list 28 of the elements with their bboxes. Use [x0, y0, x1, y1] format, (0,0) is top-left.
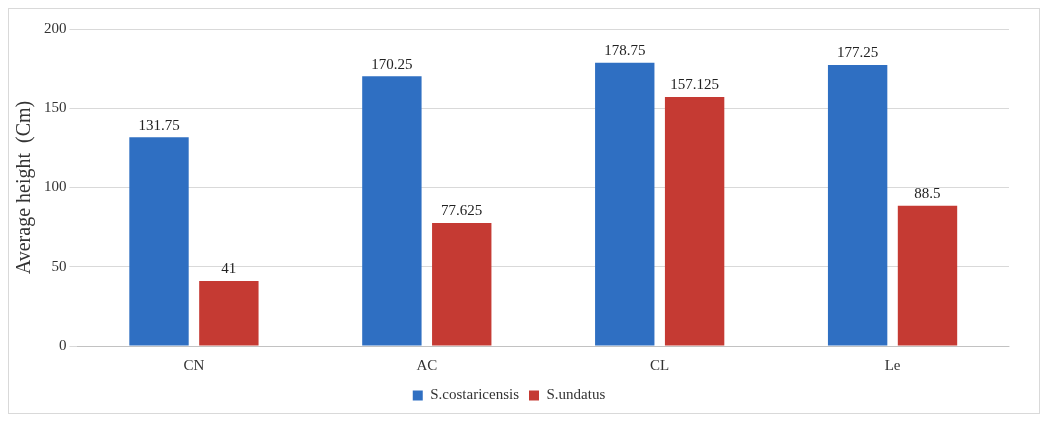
bar	[664, 96, 725, 346]
bar	[827, 65, 888, 346]
legend-label: S.costaricensis	[430, 386, 520, 403]
y-axis-title: Average height (Cm)	[12, 100, 36, 275]
data-label: 77.625	[441, 202, 483, 219]
y-tick-label: 0	[59, 336, 67, 353]
bar	[129, 137, 189, 346]
data-label: 88.5	[914, 185, 941, 202]
data-label: 41	[221, 260, 237, 277]
y-tick-label: 50	[51, 257, 67, 274]
y-tick-label: 200	[44, 19, 67, 36]
y-tick-label: 150	[44, 99, 67, 116]
y-tick-label: 100	[44, 178, 67, 195]
data-label: 177.25	[837, 44, 879, 61]
bar	[595, 62, 655, 346]
data-label: 170.25	[371, 55, 413, 72]
bar	[362, 76, 422, 346]
data-label: 131.75	[138, 116, 180, 133]
x-tick-label: CN	[183, 356, 205, 373]
bar	[432, 222, 492, 346]
x-tick-label: AC	[416, 356, 438, 373]
bar	[897, 205, 958, 346]
legend-label: S.undatus	[546, 386, 606, 403]
x-tick-label: Le	[884, 356, 901, 373]
data-label: 178.75	[604, 42, 646, 59]
bar	[199, 281, 259, 346]
data-label: 157.125	[670, 76, 719, 93]
x-tick-label: CL	[650, 356, 670, 373]
